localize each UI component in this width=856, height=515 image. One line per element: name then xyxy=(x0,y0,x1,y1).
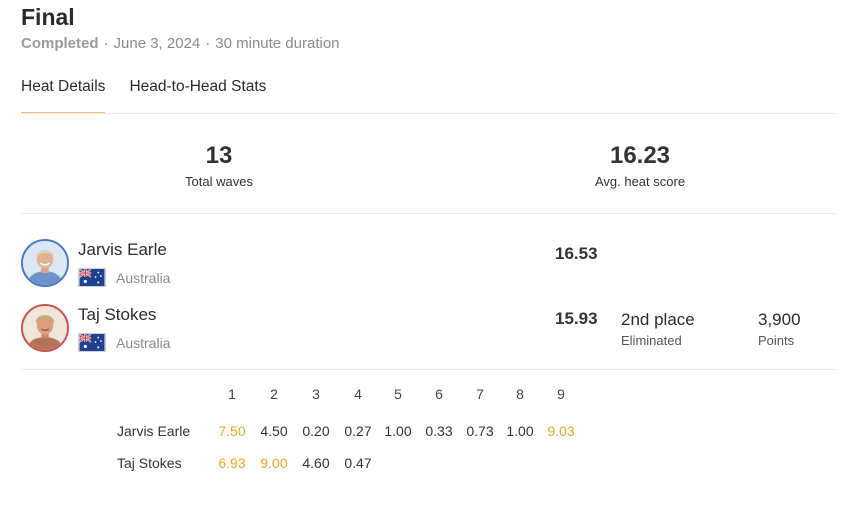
surfer-heat-score: 16.53 xyxy=(555,244,598,263)
surfer-country: Australia xyxy=(116,270,171,286)
surfer-row: Taj Stokes Australia 15.93 2nd place Eli… xyxy=(21,304,837,356)
wave-number-header: 3 xyxy=(312,386,320,402)
heat-date: June 3, 2024 xyxy=(113,35,201,52)
surfer-portrait-icon[interactable] xyxy=(21,239,69,287)
tab-head-to-head-stats[interactable]: Head-to-Head Stats xyxy=(129,78,267,95)
wave-score-cell: 4.50 xyxy=(260,423,288,439)
surfer-country: Australia xyxy=(116,335,171,351)
points-value: 3,900 xyxy=(758,310,801,329)
meta-separator: · xyxy=(103,35,109,52)
heat-duration: 30 minute duration xyxy=(215,35,340,52)
total-waves-value: 13 xyxy=(205,142,233,169)
wave-number-header: 1 xyxy=(228,386,236,402)
australia-flag-icon xyxy=(78,268,106,287)
points-label: Points xyxy=(758,333,795,348)
stat-total-waves: 13 Total waves xyxy=(119,142,319,189)
wave-score-cell: 0.73 xyxy=(466,423,494,439)
wave-score-cell: 1.00 xyxy=(384,423,412,439)
placing-result: Eliminated xyxy=(621,333,682,348)
wave-score-cell: 0.20 xyxy=(302,423,330,439)
tab-bar: Heat Details Head-to-Head Stats xyxy=(21,78,266,114)
wave-number-header: 9 xyxy=(557,386,565,402)
placing-value: 2nd place xyxy=(621,310,695,329)
wave-score-cell: 1.00 xyxy=(506,423,534,439)
surfer-points: 3,900 Points xyxy=(758,310,801,348)
wave-row-surfer-name: Jarvis Earle xyxy=(117,423,191,439)
wave-score-cell: 0.33 xyxy=(425,423,453,439)
wave-score-cell: 7.50 xyxy=(218,423,246,439)
wave-number-header: 7 xyxy=(476,386,484,402)
australia-flag-icon xyxy=(78,333,106,352)
tab-heat-details[interactable]: Heat Details xyxy=(21,78,106,114)
meta-separator: · xyxy=(205,35,211,52)
wave-number-header: 6 xyxy=(435,386,443,402)
wave-number-header: 5 xyxy=(394,386,402,402)
tabs-divider xyxy=(21,113,837,114)
wave-score-cell: 6.93 xyxy=(218,455,246,471)
surfers-divider xyxy=(21,369,837,370)
stat-avg-heat-score: 16.23 Avg. heat score xyxy=(540,142,740,189)
wave-number-header: 4 xyxy=(354,386,362,402)
surfer-heat-score: 15.93 xyxy=(555,309,598,328)
stats-divider xyxy=(21,213,837,214)
wave-row-surfer-name: Taj Stokes xyxy=(117,455,182,471)
heat-meta: Completed · June 3, 2024 · 30 minute duratio… xyxy=(21,35,340,52)
wave-score-cell: 0.47 xyxy=(344,455,372,471)
avg-score-label: Avg. heat score xyxy=(594,174,686,189)
surfer-portrait-icon[interactable] xyxy=(21,304,69,352)
heat-status: Completed xyxy=(21,35,99,52)
heat-title: Final xyxy=(21,4,75,30)
surfer-placing: 2nd place Eliminated xyxy=(621,310,695,348)
surfer-name[interactable]: Taj Stokes xyxy=(78,305,157,324)
wave-number-header: 8 xyxy=(516,386,524,402)
wave-score-cell: 9.03 xyxy=(547,423,575,439)
wave-score-cell: 4.60 xyxy=(302,455,330,471)
wave-score-cell: 9.00 xyxy=(260,455,288,471)
avg-score-value: 16.23 xyxy=(609,142,671,169)
wave-score-cell: 0.27 xyxy=(344,423,372,439)
surfer-row: Jarvis Earle Australia 16.53 xyxy=(21,239,837,291)
wave-number-header: 2 xyxy=(270,386,278,402)
total-waves-label: Total waves xyxy=(185,174,253,189)
surfer-name[interactable]: Jarvis Earle xyxy=(78,240,167,259)
